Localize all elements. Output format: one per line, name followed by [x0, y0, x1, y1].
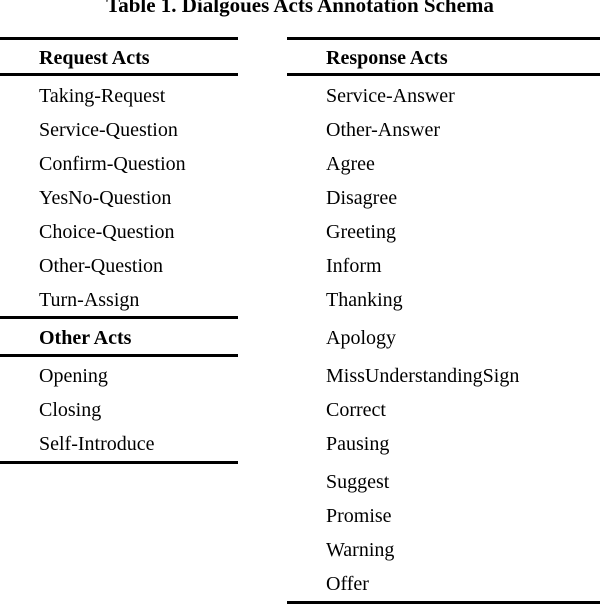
table-cell: Disagree [326, 187, 398, 209]
table-cell: YesNo-Question [39, 187, 172, 209]
table-cell: Choice-Question [39, 221, 175, 243]
table-rule [0, 37, 238, 40]
table-cell: Greeting [326, 221, 396, 243]
table-rule [287, 37, 600, 40]
table-cell: Inform [326, 255, 382, 277]
table-cell: Taking-Request [39, 85, 166, 107]
table-cell: Closing [39, 399, 102, 421]
table-cell: Opening [39, 365, 108, 387]
table-rule [287, 73, 600, 76]
table-cell: Self-Introduce [39, 433, 155, 455]
table-cell: Confirm-Question [39, 153, 186, 175]
column-header-response-acts: Response Acts [326, 47, 448, 69]
table-cell: Promise [326, 505, 392, 527]
table-cell: Warning [326, 539, 395, 561]
table-rule [0, 461, 238, 464]
table-rule [0, 354, 238, 357]
column-header-request-acts: Request Acts [39, 47, 150, 69]
table-cell: Service-Question [39, 119, 178, 141]
table-cell: Apology [326, 327, 396, 349]
table-rule [287, 601, 600, 604]
table-cell: MissUnderstandingSign [326, 365, 520, 387]
table-cell: Other-Answer [326, 119, 441, 141]
table-cell: Service-Answer [326, 85, 455, 107]
table-cell: Pausing [326, 433, 390, 455]
table-cell: Other-Question [39, 255, 164, 277]
table-caption: Table 1. Dialgoues Acts Annotation Schem… [106, 0, 494, 17]
table-cell: Suggest [326, 471, 390, 493]
column-header-other-acts: Other Acts [39, 327, 132, 349]
table-rule [0, 73, 238, 76]
table-cell: Offer [326, 573, 369, 595]
table-cell: Thanking [326, 289, 403, 311]
table-cell: Agree [326, 153, 375, 175]
table-cell: Correct [326, 399, 386, 421]
table-cell: Turn-Assign [39, 289, 140, 311]
table-rule [0, 316, 238, 319]
